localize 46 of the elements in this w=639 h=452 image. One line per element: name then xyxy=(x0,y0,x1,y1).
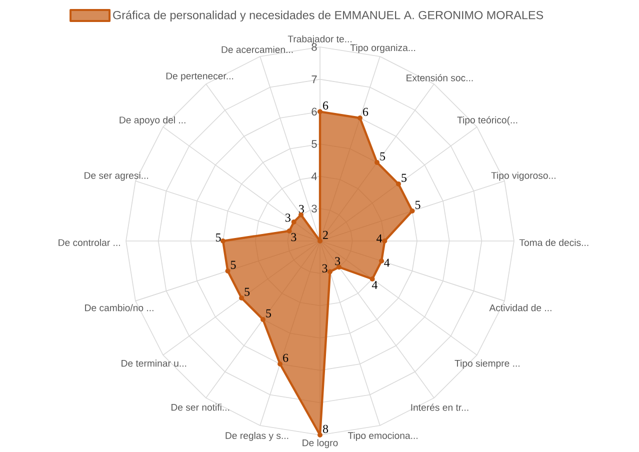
spoke-label: Trabajador te... xyxy=(288,35,352,44)
spoke-label: De controlar ... xyxy=(58,238,120,246)
spoke-label: De reglas y s... xyxy=(226,432,288,441)
data-label: 8 xyxy=(322,424,328,433)
spoke-label: De logro xyxy=(302,439,338,448)
legend-label: Gráfica de personalidad y necesidades de EMMANUEL A. GERONIMO MORALES xyxy=(113,10,544,22)
data-label: 6 xyxy=(362,108,368,116)
data-label: 4 xyxy=(376,234,382,242)
spoke-label: Extensión soc... xyxy=(406,74,473,82)
spoke-label: Tipo siempre ... xyxy=(454,360,520,369)
data-label: 5 xyxy=(380,152,386,160)
spoke-label: De apoyo del ... xyxy=(120,116,186,126)
data-label: 6 xyxy=(323,102,328,110)
data-label: 2 xyxy=(323,230,328,239)
y-tick-label: 3 xyxy=(312,204,317,213)
data-label: 5 xyxy=(216,234,221,242)
spoke-label: Toma de decis... xyxy=(519,238,588,246)
spoke-label: Tipo emociona... xyxy=(348,432,418,441)
data-label: 3 xyxy=(291,233,296,242)
y-tick-label: 8 xyxy=(312,43,317,51)
spoke-label: Actividad de ... xyxy=(489,304,552,312)
spoke-label: De cambio/no ... xyxy=(85,304,154,312)
data-label: 3 xyxy=(285,214,290,222)
spoke-label: De acercamien... xyxy=(222,46,293,54)
y-tick-label: 5 xyxy=(312,140,317,148)
y-tick-label: 4 xyxy=(311,172,317,180)
data-label: 5 xyxy=(415,200,420,209)
spoke-label: De terminar u... xyxy=(122,360,186,367)
spoke-label: Tipo organiza... xyxy=(350,44,416,54)
data-label: 3 xyxy=(322,264,328,272)
data-label: 6 xyxy=(283,354,288,362)
spoke-label: Tipo teórico(... xyxy=(457,116,518,126)
data-label: 5 xyxy=(230,260,236,269)
data-label: 5 xyxy=(266,309,272,318)
data-label: 4 xyxy=(384,258,390,267)
data-label: 5 xyxy=(244,288,250,296)
data-label: 4 xyxy=(372,281,378,289)
spoke-label: Tipo vigoroso... xyxy=(491,172,556,181)
y-tick-label: 6 xyxy=(312,108,317,116)
spoke-label: De ser agresi... xyxy=(84,172,148,181)
spoke-label: Interés en tr... xyxy=(411,404,468,411)
data-label: 5 xyxy=(402,174,407,182)
data-label: 3 xyxy=(335,257,340,266)
spoke-label: De ser notifi... xyxy=(172,404,230,411)
spoke-label: De pertenecer... xyxy=(166,72,234,82)
y-tick-label: 7 xyxy=(312,76,317,84)
